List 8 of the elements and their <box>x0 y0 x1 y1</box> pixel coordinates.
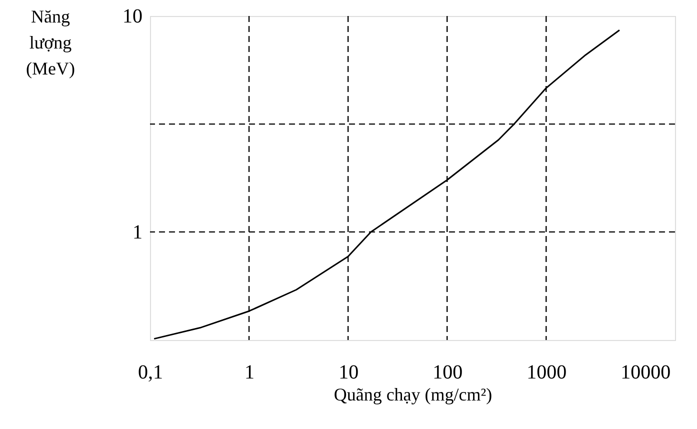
y-axis-title: Năng lượng (MeV) <box>26 6 75 78</box>
x-tick-label: 0,1 <box>138 362 163 384</box>
x-axis-title: Quãng chạy (mg/cm²) <box>334 384 492 404</box>
x-tick-label: 10 <box>338 362 359 384</box>
x-tick-label: 10000 <box>620 362 671 384</box>
x-tick-label: 100 <box>432 362 463 384</box>
x-tick-label: 1 <box>244 362 255 384</box>
x-tick-label: 1000 <box>526 362 567 384</box>
